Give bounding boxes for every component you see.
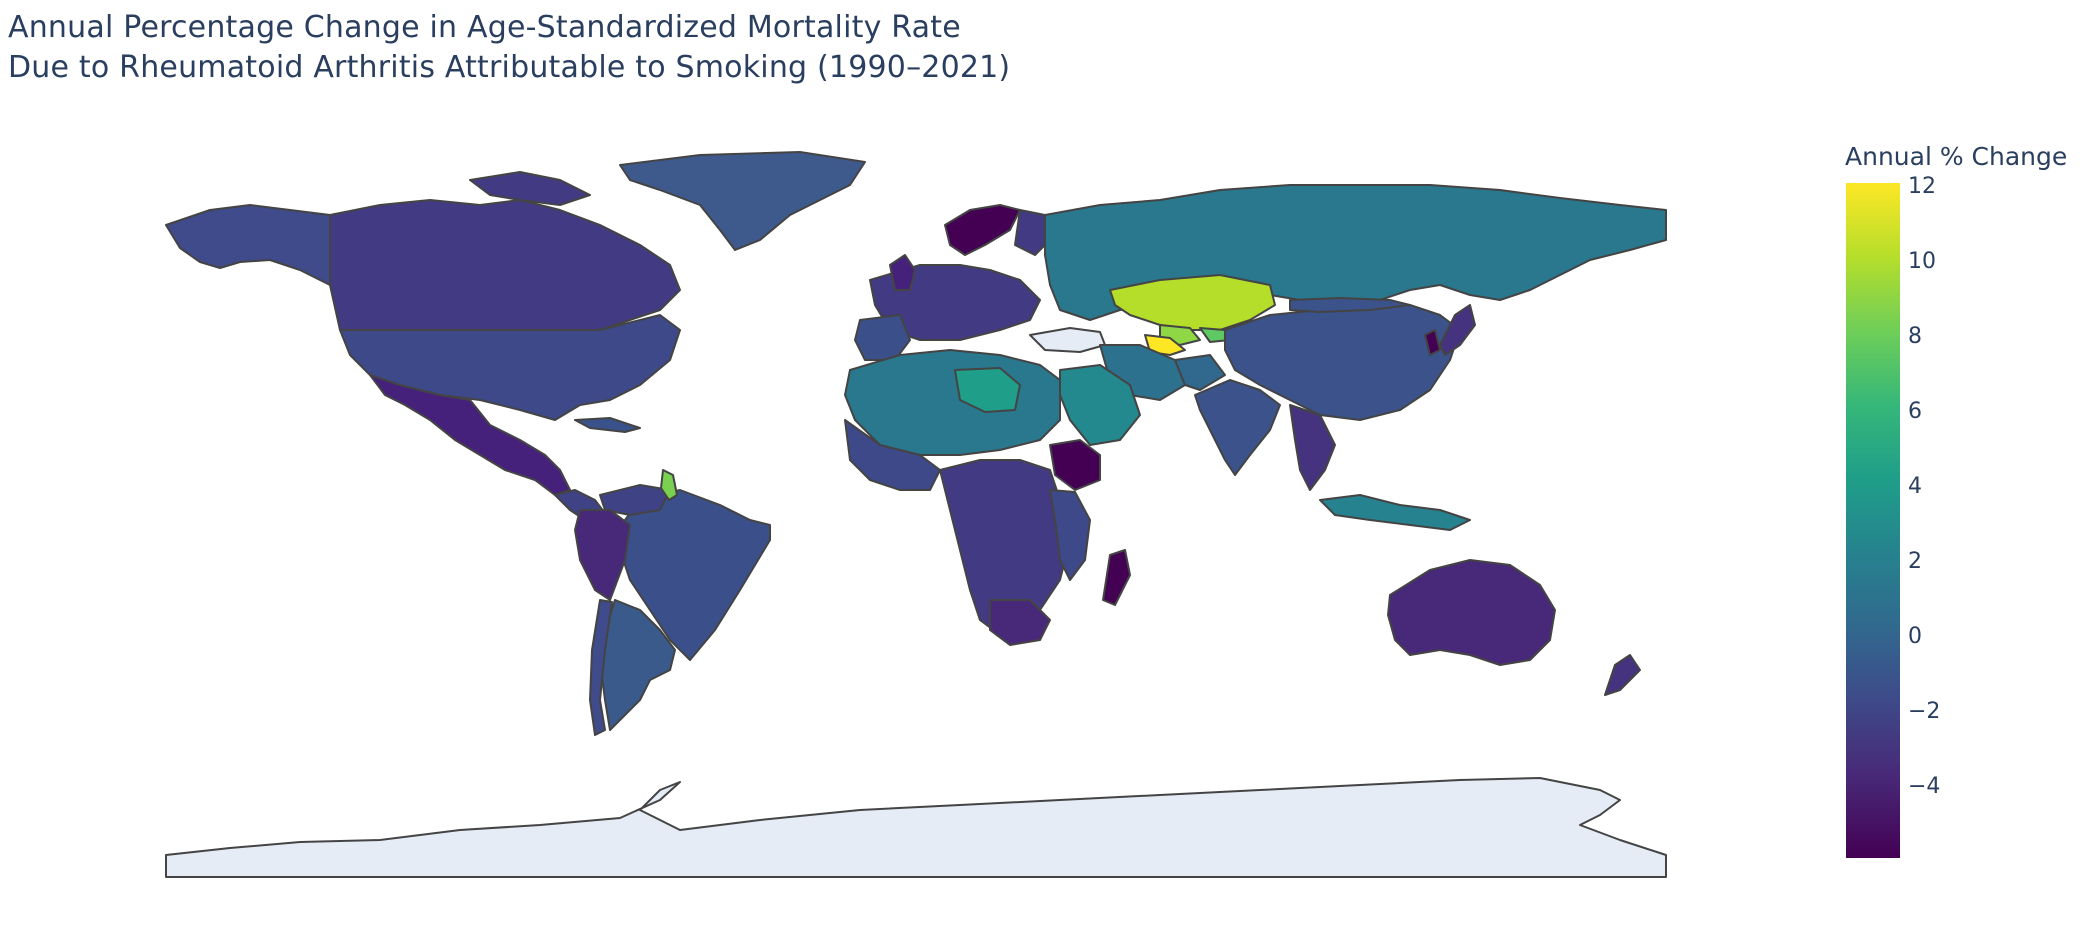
afghanistan[interactable] — [1174, 354, 1226, 391]
chile[interactable] — [589, 599, 613, 736]
west-africa[interactable] — [844, 419, 941, 491]
greenland[interactable] — [619, 151, 866, 251]
colorbar-tick-4: 4 — [1908, 474, 1922, 499]
north-africa[interactable] — [844, 349, 1061, 456]
colorbar-tick-0: 0 — [1908, 624, 1922, 649]
colorbar-tick-2: 2 — [1908, 549, 1922, 574]
mongolia[interactable] — [1289, 297, 1411, 313]
madagascar[interactable] — [1102, 549, 1131, 606]
guyana[interactable] — [660, 469, 678, 501]
korea[interactable] — [1424, 329, 1441, 356]
east-africa[interactable] — [1049, 489, 1091, 581]
new-zealand[interactable] — [1604, 654, 1641, 696]
canadian-arctic-islands[interactable] — [469, 171, 591, 206]
title-line-2: Due to Rheumatoid Arthritis Attributable… — [8, 50, 1011, 85]
scandinavia[interactable] — [944, 204, 1021, 256]
indonesia[interactable] — [1319, 494, 1471, 531]
colorbar-tick-minus-2: −2 — [1908, 699, 1941, 724]
ethiopia[interactable] — [1049, 439, 1101, 491]
colorbar-tick-8: 8 — [1908, 324, 1922, 349]
southern-africa[interactable] — [989, 599, 1051, 646]
title-line-1: Annual Percentage Change in Age-Standard… — [8, 10, 961, 45]
uk[interactable] — [889, 254, 916, 291]
colorbar-tick-12: 12 — [1908, 174, 1936, 199]
australia[interactable] — [1387, 559, 1556, 666]
libya[interactable] — [954, 367, 1021, 413]
india[interactable] — [1194, 379, 1281, 476]
saudi-arabia[interactable] — [1059, 364, 1141, 446]
cuba[interactable] — [574, 417, 641, 433]
chart-title: Annual Percentage Change in Age-Standard… — [8, 8, 1010, 88]
colorbar-tick-minus-4: −4 — [1908, 774, 1941, 799]
japan[interactable] — [1439, 304, 1476, 356]
colorbar-title: Annual % Change — [1845, 142, 2068, 171]
alaska[interactable] — [165, 204, 331, 286]
kazakhstan[interactable] — [1109, 274, 1276, 331]
colombia-peru[interactable] — [574, 509, 631, 601]
southeast-asia[interactable] — [1289, 404, 1336, 491]
antarctica[interactable] — [165, 777, 1667, 878]
colorbar-tick-10: 10 — [1908, 249, 1936, 274]
colorbar-tick-6: 6 — [1908, 399, 1922, 424]
finland[interactable] — [1014, 209, 1051, 256]
colorbar-gradient — [1846, 183, 1900, 858]
